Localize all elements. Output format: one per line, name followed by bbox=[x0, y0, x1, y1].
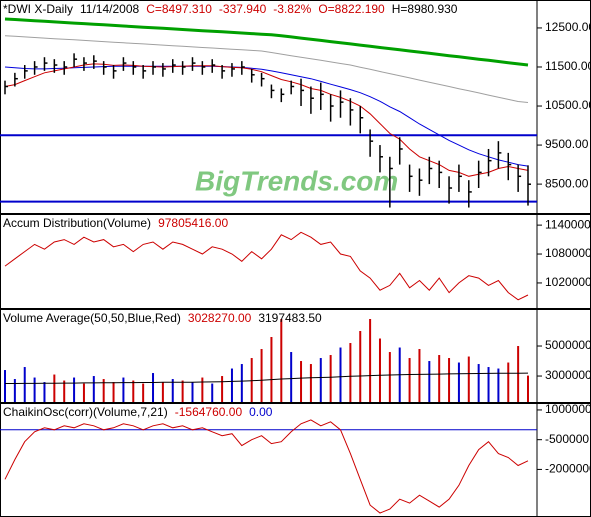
y-tick-label: 8500.00 bbox=[545, 176, 589, 190]
title-part: *DWI X-Daily bbox=[3, 2, 73, 16]
title-part: 3028270.00 bbox=[188, 311, 252, 325]
y-tick-label: 3000000 bbox=[545, 368, 591, 382]
y-tick-label: 11500.00 bbox=[545, 59, 591, 73]
watermark: BigTrends.com bbox=[195, 165, 398, 196]
title-part: O=8822.190 bbox=[318, 2, 385, 16]
y-tick-label: 12500.00 bbox=[545, 20, 591, 34]
title-part: -1564760.00 bbox=[175, 405, 243, 419]
title-part: 11/14/2008 bbox=[80, 2, 139, 16]
y-tick-label: 102000000 bbox=[545, 275, 591, 289]
line-series bbox=[4, 419, 529, 514]
line-series bbox=[4, 63, 529, 177]
y-tick-label: -2000000 bbox=[545, 462, 591, 476]
line-series bbox=[4, 17, 529, 67]
title-part: 3197483.50 bbox=[258, 311, 322, 325]
y-tick-label: -500000 bbox=[545, 432, 589, 446]
title-part: C=8497.310 bbox=[146, 2, 212, 16]
y-tick-label: 1000000 bbox=[545, 402, 591, 416]
y-tick-label: 114000000 bbox=[545, 217, 591, 231]
title-part: 97805416.00 bbox=[158, 216, 228, 230]
line-series bbox=[4, 35, 529, 103]
y-tick-label: 108000000 bbox=[545, 246, 591, 260]
panel-title: *DWI X-Daily 11/14/2008 C=8497.310 -337.940… bbox=[3, 2, 458, 16]
panel-title: Volume Average(50,50,Blue,Red) 3028270.00… bbox=[3, 311, 322, 325]
title-part: 0.00 bbox=[249, 405, 273, 419]
y-tick-label: 5000000 bbox=[545, 338, 591, 352]
line-series bbox=[5, 372, 529, 384]
y-tick-label: 9500.00 bbox=[545, 137, 589, 151]
title-part: -3.82% bbox=[273, 2, 311, 16]
panel-title: Accum Distribution(Volume) 97805416.00 bbox=[3, 216, 228, 230]
title-part: ChaikinOsc(corr)(Volume,7,21) bbox=[3, 405, 168, 419]
line-series bbox=[4, 65, 529, 167]
y-tick-label: 10500.00 bbox=[545, 98, 591, 112]
title-part: Accum Distribution(Volume) bbox=[3, 216, 151, 230]
title-part: H=8980.930 bbox=[392, 2, 458, 16]
title-part: -337.940 bbox=[219, 2, 267, 16]
line-series bbox=[4, 231, 529, 301]
panel-title: ChaikinOsc(corr)(Volume,7,21) -1564760.00… bbox=[3, 405, 273, 419]
title-part: Volume Average(50,50,Blue,Red) bbox=[3, 311, 181, 325]
